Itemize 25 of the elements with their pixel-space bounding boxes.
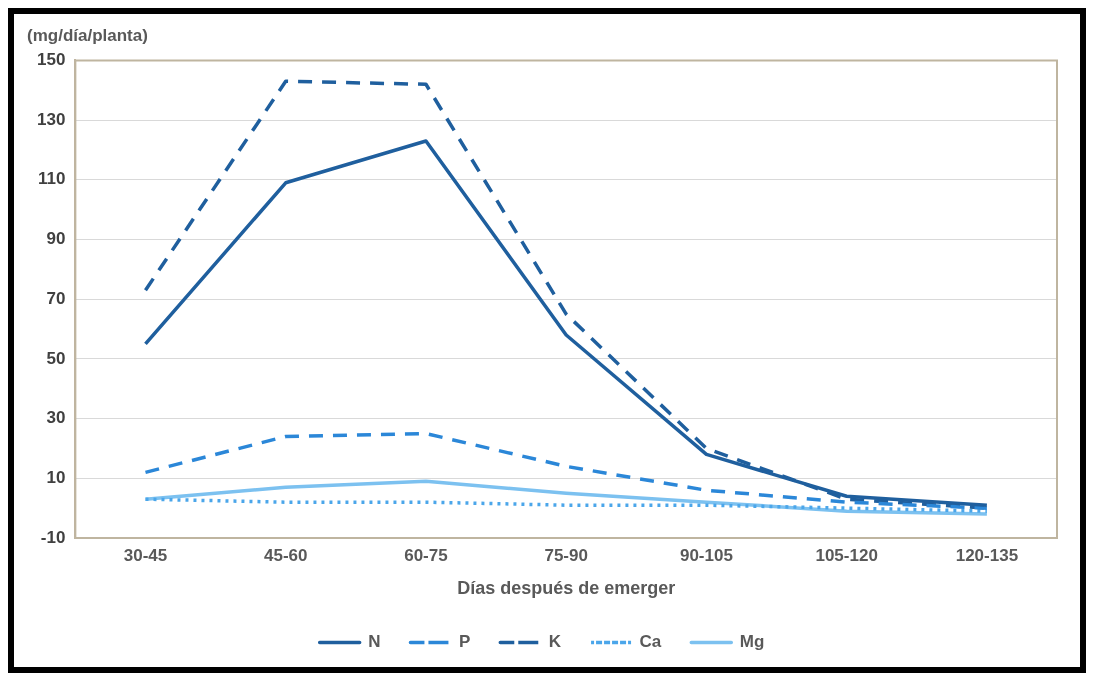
y-tick-label: 150 — [36, 50, 66, 70]
y-tick-label: 30 — [46, 408, 66, 428]
x-axis-title: Días después de emerger — [457, 578, 676, 599]
legend-label: N — [368, 632, 381, 652]
legend-label: K — [548, 632, 562, 652]
x-tick-label: 90-105 — [679, 545, 733, 565]
line-series — [143, 431, 989, 510]
x-tick-label: 30-45 — [123, 545, 168, 565]
x-tick-label: 120-135 — [955, 545, 1019, 565]
y-tick-label: 110 — [37, 169, 66, 189]
x-tick-label: 105-120 — [815, 545, 878, 565]
x-tick-label: 75-90 — [544, 545, 588, 565]
y-tick-label: -10 — [40, 527, 66, 547]
y-tick-label: 10 — [46, 467, 66, 487]
line-series — [143, 497, 989, 513]
x-tick-label: 60-75 — [404, 545, 448, 565]
y-tick-label: 50 — [46, 348, 66, 368]
y-tick-label: 130 — [36, 109, 66, 129]
y-tick-label: 70 — [46, 288, 66, 308]
legend-label: P — [458, 632, 471, 652]
legend-label: Mg — [739, 632, 765, 652]
legend-label: Ca — [639, 632, 662, 652]
y-axis-title: (mg/día/planta) — [27, 25, 148, 45]
y-tick-label: 90 — [46, 229, 66, 249]
x-tick-label: 45-60 — [263, 545, 308, 565]
